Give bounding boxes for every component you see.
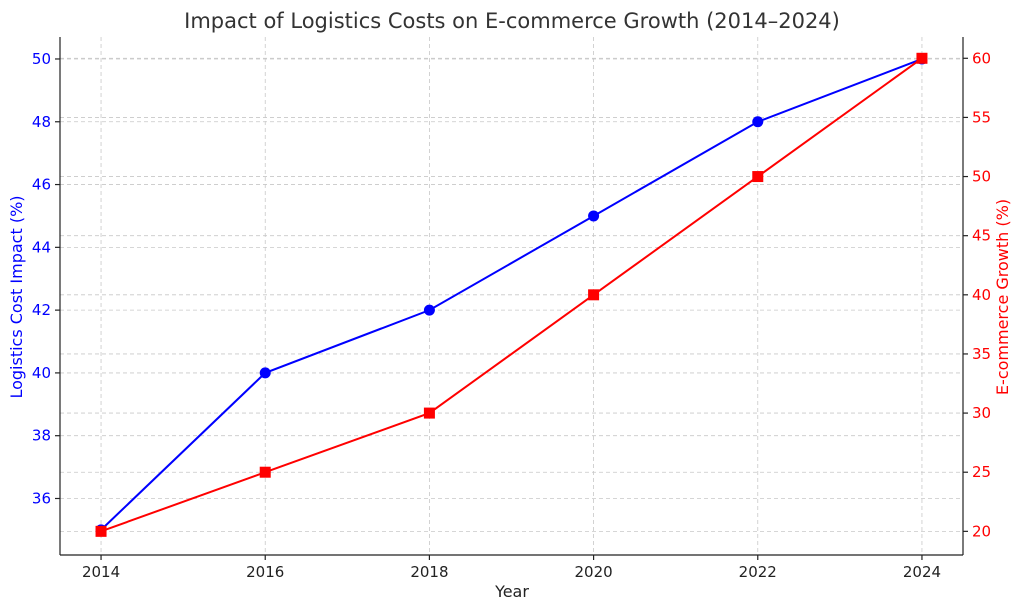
x-axis-ticks: 2014 2016 2018 2020 2022 2024 (82, 555, 941, 581)
ecommerce-growth-point (95, 525, 107, 537)
right-y-tick-label: 20 (972, 522, 991, 540)
right-y-tick-label: 55 (972, 108, 991, 126)
logistics-cost-point (259, 367, 271, 379)
series-markers (95, 52, 928, 537)
left-y-tick-label: 42 (32, 301, 51, 319)
ecommerce-growth-point (916, 52, 928, 64)
left-y-tick-label: 50 (32, 50, 51, 68)
logistics-cost-point (588, 210, 600, 222)
axes-frame (59, 37, 964, 556)
right-y-tick-label: 40 (972, 286, 991, 304)
ecommerce-growth-point (423, 407, 435, 419)
right-y-tick-label: 60 (972, 49, 991, 67)
left-y-axis-label: Logistics Cost Impact (%) (7, 195, 26, 398)
logistics-cost-line (100, 58, 923, 531)
x-tick-label: 2016 (246, 563, 284, 581)
ecommerce-growth-point (588, 289, 600, 301)
x-tick-label: 2018 (410, 563, 448, 581)
x-tick-label: 2024 (903, 563, 941, 581)
right-y-axis-label: E-commerce Growth (%) (993, 199, 1012, 395)
gridlines (60, 37, 963, 555)
left-y-tick-label: 38 (32, 427, 51, 445)
left-y-tick-label: 36 (32, 489, 51, 507)
ecommerce-growth-point (752, 171, 764, 183)
left-y-tick-label: 48 (32, 113, 51, 131)
left-y-tick-label: 44 (32, 238, 51, 256)
x-axis-label: Year (494, 582, 529, 601)
left-y-tick-label: 40 (32, 364, 51, 382)
ecommerce-growth-point (259, 466, 271, 478)
logistics-cost-point (423, 304, 435, 316)
right-y-tick-label: 30 (972, 404, 991, 422)
logistics-cost-point (752, 116, 764, 128)
left-y-tick-label: 46 (32, 176, 51, 194)
right-y-tick-label: 45 (972, 227, 991, 245)
right-y-axis-ticks: 20 25 30 35 40 45 50 55 60 (963, 49, 991, 540)
ecommerce-growth-line (100, 57, 923, 533)
x-tick-label: 2014 (82, 563, 120, 581)
right-y-tick-label: 25 (972, 463, 991, 481)
x-tick-label: 2022 (739, 563, 777, 581)
series-lines (100, 57, 923, 533)
left-y-axis-ticks: 36 38 40 42 44 46 48 50 (32, 50, 60, 507)
chart-title: Impact of Logistics Costs on E-commerce … (184, 9, 840, 33)
right-y-tick-label: 50 (972, 168, 991, 186)
x-tick-label: 2020 (574, 563, 612, 581)
right-y-tick-label: 35 (972, 345, 991, 363)
